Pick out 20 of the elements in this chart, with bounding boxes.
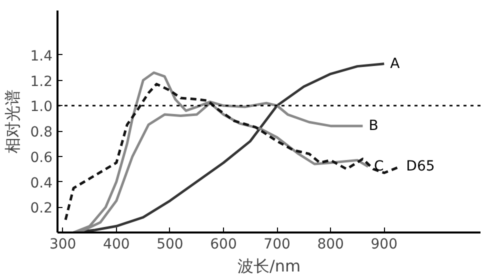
series-label: B (368, 118, 378, 134)
series-label: D65 (406, 158, 435, 175)
y-axis-title: 相对光谱 (3, 90, 22, 154)
series-label: C (374, 158, 384, 175)
x-tick-label: 300 (49, 236, 76, 252)
y-tick-label: 0.6 (30, 150, 53, 166)
x-tick-label: 700 (264, 236, 290, 252)
y-tick-label: 0.4 (30, 175, 53, 192)
y-tick-label: 1.4 (30, 48, 53, 64)
y-tick-label: 1.2 (30, 74, 52, 90)
x-axis-title: 波长/nm (237, 256, 301, 276)
x-tick-label: 500 (156, 236, 184, 252)
x-tick-label: 800 (317, 236, 344, 252)
y-tick-label: 1.0 (30, 99, 52, 116)
y-tick-label: 0.8 (30, 124, 52, 141)
series-label: A (390, 56, 400, 72)
x-tick-label: 600 (210, 236, 237, 252)
x-tick-label: 400 (103, 236, 130, 252)
y-tick-label: 0.2 (30, 200, 52, 217)
x-tick-label: 900 (370, 236, 398, 252)
